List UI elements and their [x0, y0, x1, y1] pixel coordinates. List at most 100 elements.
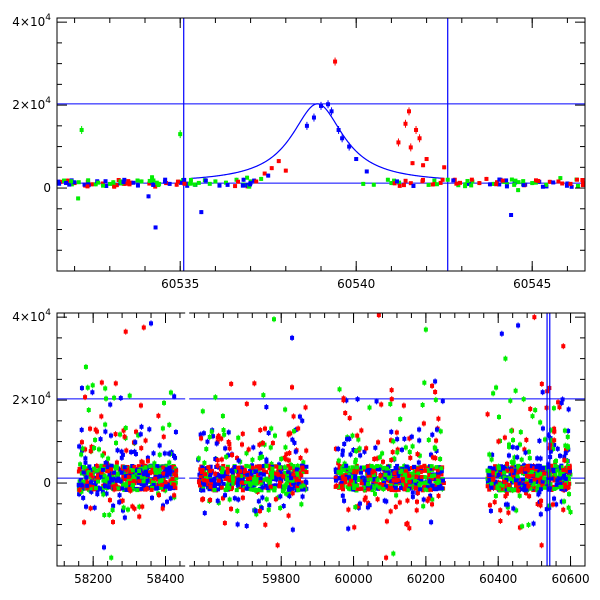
data-point	[296, 477, 301, 482]
data-point	[127, 486, 132, 491]
data-point	[415, 490, 420, 495]
data-point	[248, 470, 253, 475]
data-point	[277, 462, 282, 467]
data-point	[168, 479, 173, 484]
data-point	[247, 464, 252, 469]
data-point	[369, 463, 374, 468]
data-point	[533, 408, 538, 413]
data-point	[280, 484, 285, 489]
data-point	[144, 469, 149, 474]
data-point	[487, 182, 492, 187]
data-point	[170, 476, 175, 481]
data-point	[254, 481, 259, 486]
data-point	[202, 478, 207, 483]
data-point	[516, 188, 521, 193]
data-point	[97, 467, 102, 472]
data-point	[384, 519, 389, 524]
data-point	[388, 438, 393, 443]
data-point	[280, 489, 285, 494]
data-point	[294, 471, 299, 476]
data-point	[364, 446, 369, 451]
data-point	[235, 456, 240, 461]
data-point	[110, 484, 115, 489]
data-point	[245, 175, 250, 180]
data-point	[366, 501, 371, 506]
data-point	[169, 472, 174, 477]
data-point	[133, 440, 138, 445]
data-point	[238, 476, 243, 481]
data-point	[167, 460, 172, 465]
data-point	[166, 469, 171, 474]
data-point	[337, 387, 342, 392]
x-tick-label: 60545	[513, 277, 551, 291]
data-point	[160, 475, 165, 480]
data-point	[392, 471, 397, 476]
data-point	[168, 390, 173, 395]
data-point	[101, 492, 106, 497]
data-point	[508, 472, 513, 477]
data-point	[131, 482, 136, 487]
data-point	[103, 179, 108, 184]
data-point	[154, 180, 159, 185]
data-point	[141, 472, 146, 477]
data-point	[201, 488, 206, 493]
data-point	[249, 487, 254, 492]
data-point	[393, 504, 398, 509]
data-point	[299, 480, 304, 485]
data-point	[418, 481, 423, 486]
data-point	[199, 470, 204, 475]
data-point	[224, 454, 229, 459]
data-point	[286, 513, 291, 518]
data-point	[120, 452, 125, 457]
data-point	[199, 210, 204, 215]
data-point	[373, 445, 378, 450]
data-point	[562, 454, 567, 459]
data-point	[144, 481, 149, 486]
data-point	[346, 507, 351, 512]
data-point	[99, 380, 104, 385]
data-point	[285, 474, 290, 479]
data-point	[512, 455, 517, 460]
data-point	[265, 486, 270, 491]
data-point	[159, 485, 164, 490]
data-point	[419, 477, 424, 482]
data-point	[278, 494, 283, 499]
data-point	[89, 472, 94, 477]
data-point	[130, 464, 135, 469]
data-point	[215, 458, 220, 463]
data-point	[240, 183, 245, 188]
data-point	[261, 469, 266, 474]
data-point	[115, 486, 120, 491]
data-point	[395, 179, 400, 184]
data-point	[372, 466, 377, 471]
data-point	[352, 525, 357, 530]
data-point	[304, 123, 309, 128]
data-point	[389, 388, 394, 393]
data-point	[106, 485, 111, 490]
data-point	[223, 471, 228, 476]
data-point	[386, 475, 391, 480]
data-point	[153, 184, 158, 189]
data-point	[329, 109, 334, 114]
data-point	[393, 488, 398, 493]
data-point	[271, 483, 276, 488]
data-point	[262, 171, 267, 176]
data-point	[215, 498, 220, 503]
data-point	[418, 470, 423, 475]
data-point	[207, 181, 212, 186]
data-point	[415, 478, 420, 483]
data-point	[295, 484, 300, 489]
data-point	[531, 521, 536, 526]
data-point	[454, 181, 459, 186]
data-point	[374, 399, 379, 404]
data-point	[221, 463, 226, 468]
data-point	[240, 495, 245, 500]
data-point	[565, 434, 570, 439]
data-point	[532, 487, 537, 492]
data-point	[108, 181, 113, 186]
data-point	[347, 144, 352, 149]
data-point	[425, 498, 430, 503]
data-point	[504, 464, 509, 469]
data-point	[225, 470, 230, 475]
